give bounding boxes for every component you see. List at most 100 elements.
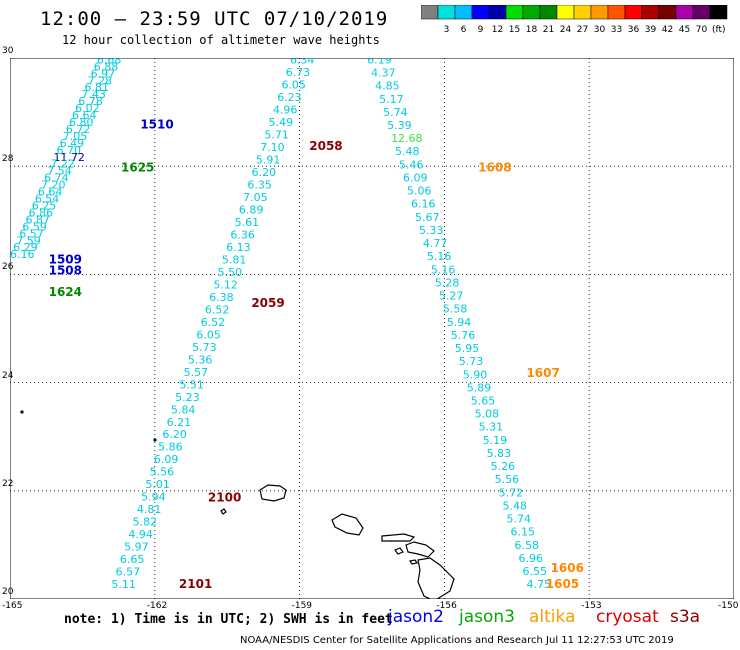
color-scale-label: 18 [526, 25, 538, 35]
wave-height-value: 5.74 [383, 106, 408, 119]
wave-height-value: 5.74 [507, 513, 532, 526]
wave-height-value: 6.73 [286, 66, 311, 79]
color-scale-swatch [437, 4, 456, 20]
satellite-legend-s3a: s3a [670, 607, 701, 627]
wave-height-value: 5.94 [447, 316, 472, 329]
wave-height-value: 5.56 [150, 466, 175, 479]
wave-height-value: 5.72 [499, 486, 524, 499]
satellite-legend-cryosat: cryosat [596, 607, 659, 627]
pass-time-label: 1605 [546, 577, 579, 591]
wave-height-value: 6.36 [230, 228, 255, 241]
color-scale-label: 9 [478, 25, 484, 35]
pass-time-label: 1606 [551, 561, 584, 575]
wave-height-value: 5.27 [439, 290, 464, 303]
wave-height-value: 6.58 [515, 539, 540, 552]
wave-height-value: 6.54 [35, 193, 60, 206]
map-canvas: 6.686.886.977.286.817.436.786.026.646.80… [10, 58, 734, 599]
y-tick-label: 20 [2, 587, 14, 597]
wave-height-value: 5.16 [427, 250, 452, 263]
color-scale-unit: (ft) [712, 25, 726, 35]
color-scale-label: 33 [611, 25, 622, 35]
island-oahu [331, 513, 364, 536]
map-subtitle: 12 hour collection of altimeter wave hei… [62, 33, 380, 47]
wave-height-value: 5.48 [503, 499, 528, 512]
wave-height-value: 6.74 [44, 172, 68, 185]
wave-height-value: 5.61 [235, 216, 260, 229]
pass-time-label: 1509 [49, 253, 82, 267]
wave-height-value: 5.90 [463, 368, 488, 381]
wave-height-value: 6.68 [97, 58, 122, 66]
wave-height-value: 5.08 [475, 408, 500, 421]
wave-height-value: 6.16 [411, 198, 436, 211]
x-tick-label: -165 [2, 601, 23, 611]
map-title: 12:00 – 23:59 UTC 07/10/2019 [40, 8, 389, 30]
color-scale-swatch [624, 4, 643, 20]
wave-height-value: 6.25 [32, 199, 57, 212]
wave-height-value: 5.49 [269, 116, 294, 129]
footer-note: note: 1) Time is in UTC; 2) SWH is in fe… [64, 612, 393, 627]
wave-height-value: 7.22 [50, 158, 75, 171]
wave-height-value: 6.65 [120, 553, 145, 566]
color-scale-label: 27 [577, 25, 588, 35]
color-scale-swatch [539, 4, 558, 20]
wave-height-value: 5.16 [431, 263, 456, 276]
wave-height-value: 7.10 [260, 141, 285, 154]
wave-height-value: 6.21 [167, 416, 192, 429]
color-scale-label: 24 [560, 25, 572, 35]
wave-height-value: 6.19 [367, 58, 392, 66]
color-scale-label: 70 [696, 25, 708, 35]
wave-height-value: 7.59 [16, 234, 41, 247]
wave-height-value: 6.23 [277, 91, 302, 104]
lat-lon-grid [10, 58, 734, 599]
wave-height-value: 6.80 [69, 116, 94, 129]
color-scale-label: 45 [679, 25, 690, 35]
wave-height-value: 5.31 [479, 421, 504, 434]
pass-time-label: 1607 [526, 366, 559, 380]
wave-height-value: 11.72 [53, 151, 85, 164]
y-tick-label: 30 [2, 46, 14, 56]
wave-height-value: 5.39 [387, 119, 412, 132]
wave-height-value: 5.12 [213, 278, 238, 291]
pass-time-label: 1608 [478, 161, 511, 175]
wave-height-value: 4.85 [375, 80, 400, 93]
x-tick-label: -150 [718, 601, 739, 611]
wave-height-value: 5.82 [133, 516, 158, 529]
wave-height-value: 6.52 [205, 303, 230, 316]
wave-height-value: 4.75 [526, 578, 551, 591]
wave-height-value: 6.16 [10, 248, 35, 261]
wave-height-value: 6.78 [78, 95, 103, 108]
color-scale-label: 30 [594, 25, 606, 35]
wave-height-value: 12.68 [391, 132, 423, 145]
pass-time-label: 2059 [251, 296, 284, 310]
wave-height-value: 6.52 [201, 316, 226, 329]
color-scale-label: 6 [461, 25, 467, 35]
wave-height-value: 6.09 [154, 453, 179, 466]
color-scale-swatch [590, 4, 609, 20]
wave-height-value: 6.05 [281, 78, 306, 91]
wave-height-value: 6.55 [522, 565, 547, 578]
wave-height-value: 4.96 [273, 103, 298, 116]
wave-height-value: 5.58 [443, 303, 468, 316]
color-scale-swatch [573, 4, 592, 20]
map-plot-area: 6.68 6.88 6.97 7.28 6.81 7.43 6.78 6.02 6.64 6.80… [10, 58, 734, 599]
color-scale-label: 39 [645, 25, 657, 35]
wave-height-value: 5.11 [111, 578, 136, 591]
wave-height-value: 5.46 [399, 158, 424, 171]
pass-time-label: 1624 [49, 285, 82, 299]
wave-height-value: 6.20 [252, 166, 277, 179]
wave-height-value: 5.23 [175, 391, 200, 404]
wave-height-value: 4.94 [128, 528, 153, 541]
color-scale-label: 36 [628, 25, 640, 35]
wave-height-value: 5.73 [192, 341, 217, 354]
island-niihau [220, 508, 227, 515]
wave-height-value: 6.87 [26, 213, 51, 226]
wave-height-value: 5.97 [124, 541, 148, 554]
wave-height-value: 6.86 [29, 206, 53, 219]
wave-height-value: 6.02 [75, 102, 100, 115]
wave-height-value: 6.72 [66, 123, 91, 136]
pass-time-label: 1510 [140, 117, 173, 131]
color-scale-swatch [658, 4, 677, 20]
wave-height-value: 5.81 [222, 253, 247, 266]
island-hawaii [417, 557, 455, 599]
